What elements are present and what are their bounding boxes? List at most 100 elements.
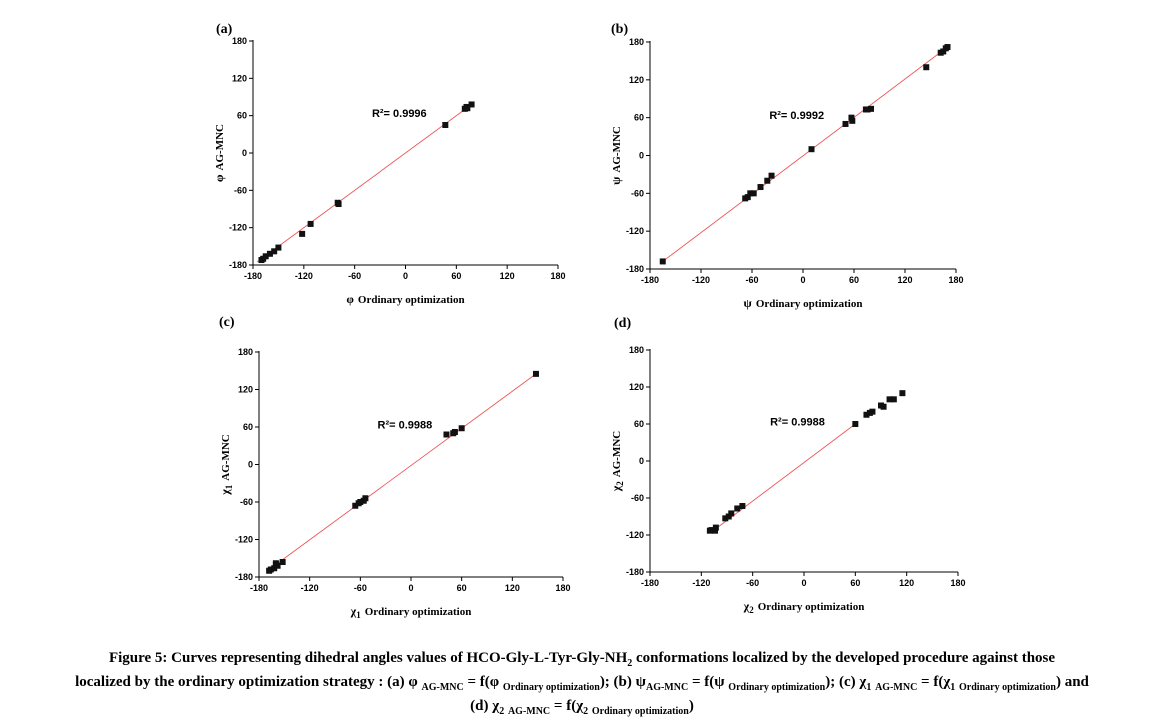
chart-panel-2: (b) -180-180 -120 -120 -60 -60 0 0 60 60 120 120 180… [609,22,964,310]
y-axis-label: ψ AG-MNC [609,126,623,185]
data-point [266,250,273,257]
fit-line [662,46,948,262]
y-tick-label: -120 [626,226,644,236]
x-tick-label: -180 [641,275,659,285]
panel-letter: (b) [611,22,628,37]
r-squared-label: R²= 0.9992 [769,110,824,122]
x-tick-label: -180 [244,271,262,281]
y-axis-text: AG-MNC [220,434,232,480]
r-squared-label: R²= 0.9996 [372,108,427,120]
x-axis-text: Ordinary optimization [758,601,865,613]
y-axis-label: φ AG-MNC [212,124,226,182]
x-axis-symbol: φ [346,292,354,306]
caption-line-1: Figure 5: Curves representing dihedral a… [108,650,1056,669]
x-axis-label: ψ Ordinary optimization [744,296,863,310]
data-point [848,114,855,121]
x-tick-label: 60 [849,275,859,285]
y-tick-label: 180 [232,36,247,46]
data-point [442,122,449,128]
y-tick-label: 120 [629,382,644,392]
panel-letter: (c) [219,315,235,330]
data-point [307,220,314,227]
data-point [464,105,471,112]
x-axis-symbol: χ [350,604,357,618]
chart-panel-4: (d) -180-180 -120 -120 -60 -60 0 0 60 60 120 120 180… [609,316,966,615]
data-point [869,408,876,415]
x-axis-label: χ2 Ordinary optimization [743,599,865,615]
data-point [722,515,729,522]
data-point [468,101,475,108]
y-tick-label: 0 [639,456,644,466]
data-point [335,201,342,208]
data-point [708,527,715,534]
x-tick-label: 180 [948,275,963,285]
x-tick-label: 60 [850,578,860,588]
data-point [940,48,947,55]
y-axis-symbol: χ [218,489,232,496]
x-tick-label: 120 [505,583,520,593]
y-tick-label: 120 [232,73,247,83]
data-point [750,190,757,197]
y-tick-label: -120 [235,535,253,545]
data-point [262,253,269,260]
y-tick-label: 120 [238,385,253,395]
y-axis-subscript: 2 [615,481,625,486]
y-tick-label: 60 [634,113,644,123]
data-point [728,510,735,517]
data-point [764,177,771,184]
data-point [864,106,871,113]
data-point [279,559,286,565]
data-point [299,230,306,237]
x-tick-label: 60 [451,271,461,281]
r-squared-label: R²= 0.9988 [378,420,433,432]
y-tick-label: -60 [234,185,247,195]
y-tick-label: -180 [626,567,644,577]
x-axis-subscript: 1 [356,610,361,620]
data-point [747,190,754,197]
x-axis-label: φ Ordinary optimization [346,292,464,306]
y-tick-label: -60 [631,493,644,503]
data-point [768,172,775,179]
x-tick-label: -60 [354,583,367,593]
data-point [659,258,666,265]
x-tick-label: -60 [745,275,758,285]
y-axis-text: AG-MNC [214,124,226,170]
y-tick-label: 180 [238,347,253,357]
chart-panel-1: (a) -180-180 -120 -120 -60 -60 0 0 60 60 120 120 180… [212,22,566,306]
data-point [899,390,906,397]
y-tick-label: 60 [237,111,247,121]
data-point [868,105,874,112]
data-point [357,499,364,505]
y-axis-symbol: φ [212,174,226,182]
x-axis-label: χ1 Ordinary optimization [350,604,472,620]
data-point [362,495,369,502]
x-tick-label: -60 [746,578,759,588]
y-tick-label: 180 [629,345,644,355]
y-axis-text: AG-MNC [611,431,623,477]
x-axis-text: Ordinary optimization [358,294,465,306]
x-tick-label: -180 [250,583,268,593]
data-point [532,370,539,377]
x-tick-label: 0 [408,583,413,593]
x-axis-text: Ordinary optimization [756,298,863,310]
fit-line [267,373,537,572]
y-axis-subscript: 1 [224,484,234,489]
x-tick-label: 0 [403,271,408,281]
data-point [757,184,764,191]
x-tick-label: -120 [692,275,710,285]
data-point [852,421,859,427]
data-point [267,566,274,573]
y-axis-symbol: ψ [609,176,623,185]
data-point [451,429,458,435]
caption-line-2: localized by the ordinary optimization s… [75,674,1089,693]
caption-line-3: (d) χ2 AG-MNC = f(χ2 Ordinary optimizati… [470,698,694,717]
data-point [352,502,359,509]
x-tick-label: 180 [950,578,965,588]
data-point [734,505,741,512]
figure: (a)-180-180-120-120-60-60006060120120180… [212,22,966,620]
x-tick-label: -120 [692,578,710,588]
data-point [842,120,849,127]
data-point [886,396,893,403]
x-tick-label: 0 [801,578,806,588]
x-tick-label: 120 [897,275,912,285]
